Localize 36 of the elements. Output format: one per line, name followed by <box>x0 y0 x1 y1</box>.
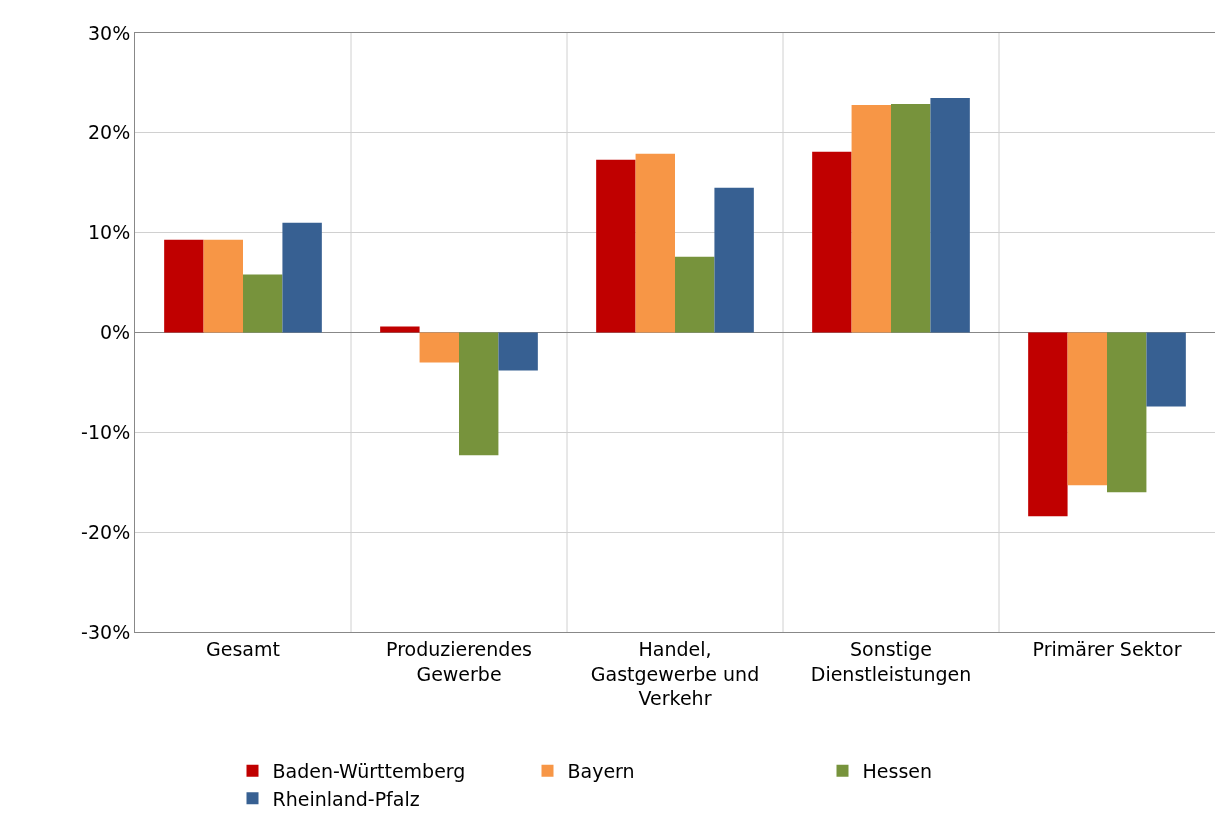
bar <box>459 332 499 456</box>
legend-label: Baden-Württemberg <box>272 760 466 783</box>
bar <box>380 326 420 333</box>
bar <box>851 104 891 333</box>
legend-label: Rheinland-Pfalz <box>272 787 420 810</box>
bar <box>1067 332 1107 486</box>
y-tick-label: -10% <box>81 420 131 443</box>
legend-label: Bayern <box>567 760 635 783</box>
y-tick-label: 30% <box>87 21 131 44</box>
bar <box>891 103 931 333</box>
x-tick-label: Produzierendes Gewerbe <box>386 637 532 685</box>
y-tick-label: 0% <box>100 321 131 344</box>
y-tick-label: -30% <box>81 620 131 643</box>
bar <box>1028 332 1068 517</box>
bar <box>930 97 970 333</box>
x-tick-label: Gesamt <box>206 637 280 660</box>
bar <box>419 332 459 363</box>
y-tick-label: -20% <box>81 520 131 543</box>
x-tick-label: Handel, Gastgewerbe und Verkehr <box>590 637 760 710</box>
x-tick-label: Primärer Sektor <box>1032 637 1182 660</box>
bar <box>812 151 852 333</box>
bar <box>635 153 675 333</box>
bar <box>203 239 243 333</box>
bar <box>1146 332 1186 407</box>
bar <box>596 159 636 333</box>
legend-label: Hessen <box>862 760 933 783</box>
bar <box>675 256 715 333</box>
y-tick-label: 10% <box>87 221 131 244</box>
bar <box>714 187 754 333</box>
x-tick-label: Sonstige Dienstleistungen <box>810 637 972 685</box>
bar <box>243 274 283 333</box>
bar <box>1107 332 1147 493</box>
bar <box>498 332 538 371</box>
bar <box>164 239 204 333</box>
bar <box>282 222 322 333</box>
y-tick-label: 20% <box>87 121 131 144</box>
